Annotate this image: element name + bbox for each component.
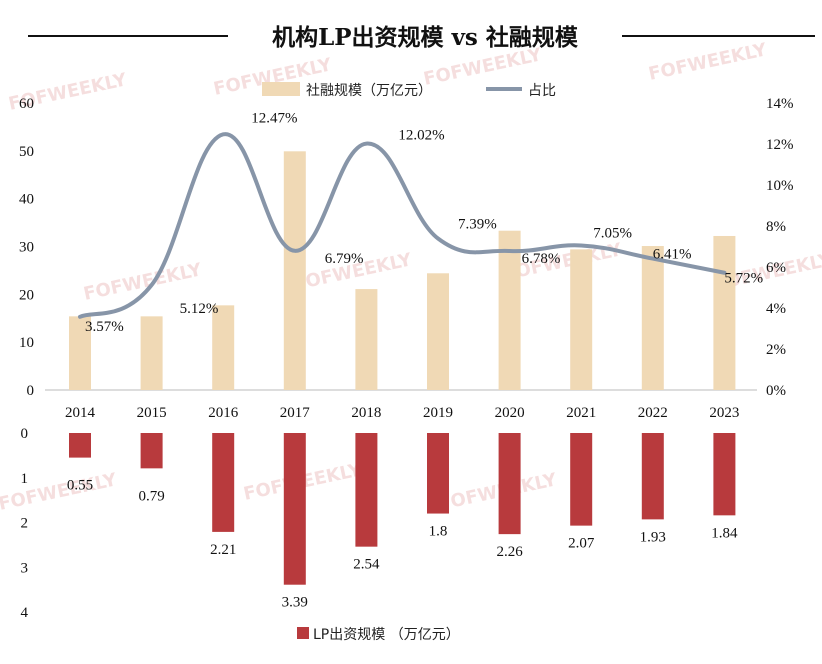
- legend-swatch-bar: [262, 82, 300, 96]
- bar-social-financing: [283, 151, 306, 390]
- category-label: 2021: [566, 405, 596, 421]
- watermark: FOFWEEKLY: [422, 44, 545, 90]
- watermark: FOFWEEKLY: [647, 39, 770, 85]
- bar-lp-contribution: [283, 433, 306, 585]
- bar-social-financing: [355, 289, 378, 390]
- bar-lp-contribution: [713, 433, 736, 516]
- right-axis-tick: 6%: [766, 260, 786, 276]
- lp-axis-tick: 2: [21, 516, 29, 532]
- lp-axis-tick: 0: [21, 426, 29, 442]
- ratio-data-label: 5.72%: [724, 271, 763, 287]
- lp-data-label: 0.55: [67, 478, 93, 494]
- category-label: 2018: [351, 405, 381, 421]
- bar-lp-contribution: [212, 433, 235, 532]
- lp-data-label: 2.07: [568, 536, 595, 552]
- bar-social-financing: [641, 246, 664, 390]
- category-label: 2016: [208, 405, 239, 421]
- lp-axis-tick: 4: [21, 605, 29, 621]
- bar-social-financing: [212, 305, 235, 390]
- bar-lp-contribution: [570, 433, 593, 526]
- lp-data-label: 2.21: [210, 542, 236, 558]
- category-label: 2014: [65, 405, 96, 421]
- lp-axis-tick: 1: [21, 471, 29, 487]
- ratio-data-label: 7.39%: [458, 217, 497, 233]
- right-axis-tick: 10%: [766, 178, 794, 194]
- ratio-data-label: 5.12%: [180, 301, 219, 317]
- legend-label-line: 占比: [528, 83, 556, 99]
- right-axis-tick: 2%: [766, 342, 786, 358]
- lp-data-label: 0.79: [138, 488, 164, 504]
- category-label: 2015: [137, 405, 167, 421]
- right-axis-tick: 12%: [766, 137, 794, 153]
- bar-social-financing: [713, 235, 736, 390]
- chart-title: 机构LP出资规模 vs 社融规模: [272, 24, 579, 51]
- category-label: 2023: [709, 405, 739, 421]
- bar-social-financing: [570, 249, 593, 390]
- right-axis-tick: 14%: [766, 96, 794, 112]
- left-axis-tick: 0: [27, 383, 35, 399]
- category-label: 2020: [495, 405, 525, 421]
- ratio-line: [78, 132, 727, 319]
- bar-lp-contribution: [427, 433, 449, 514]
- left-axis-tick: 50: [19, 144, 34, 160]
- ratio-data-label: 6.41%: [653, 247, 692, 263]
- bar-social-financing: [427, 273, 449, 390]
- lp-data-label: 3.39: [282, 595, 308, 611]
- left-axis-tick: 30: [19, 240, 34, 256]
- bar-lp-contribution: [140, 433, 163, 469]
- bar-lp-contribution: [69, 433, 91, 458]
- legend-label-bar: 社融规模（万亿元）: [306, 83, 432, 99]
- left-axis-tick: 40: [19, 192, 34, 208]
- bar-social-financing: [140, 316, 163, 390]
- bar-social-financing: [69, 316, 91, 390]
- legend-label-lp: LP出资规模 （万亿元）: [313, 627, 460, 643]
- ratio-data-label: 6.78%: [522, 251, 561, 267]
- ratio-data-label: 12.02%: [398, 128, 444, 144]
- category-label: 2017: [280, 405, 311, 421]
- ratio-data-label: 12.47%: [251, 110, 297, 126]
- right-axis-tick: 4%: [766, 301, 786, 317]
- lp-data-label: 1.84: [711, 525, 738, 541]
- ratio-data-label: 6.79%: [325, 251, 364, 267]
- watermark: FOFWEEKLY: [82, 259, 205, 305]
- watermark: FOFWEEKLY: [0, 469, 119, 515]
- left-axis-tick: 10: [19, 335, 34, 351]
- right-axis-tick: 0%: [766, 383, 786, 399]
- watermark: FOFWEEKLY: [437, 469, 560, 515]
- category-label: 2022: [638, 405, 668, 421]
- lp-data-label: 1.93: [640, 529, 666, 545]
- lp-data-label: 1.8: [429, 524, 448, 540]
- ratio-data-label: 7.05%: [593, 225, 632, 241]
- bar-social-financing: [498, 230, 521, 390]
- right-axis-tick: 8%: [766, 219, 786, 235]
- lp-data-label: 2.26: [496, 544, 523, 560]
- left-axis-tick: 60: [19, 96, 34, 112]
- bar-lp-contribution: [498, 433, 521, 535]
- ratio-data-label: 3.57%: [85, 319, 124, 335]
- category-label: 2019: [423, 405, 453, 421]
- legend-swatch-lp: [297, 627, 309, 639]
- bar-lp-contribution: [355, 433, 378, 547]
- lp-data-label: 2.54: [353, 557, 380, 573]
- left-axis-tick: 20: [19, 287, 34, 303]
- lp-axis-tick: 3: [21, 560, 29, 576]
- bar-lp-contribution: [641, 433, 664, 520]
